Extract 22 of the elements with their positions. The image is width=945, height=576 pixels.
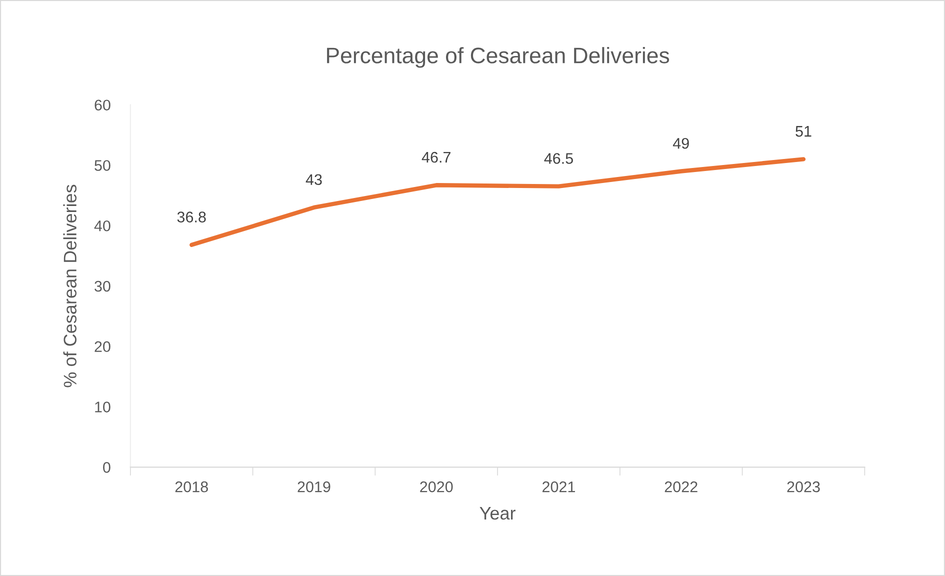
- data-label: 49: [672, 138, 689, 149]
- chart-title: Percentage of Cesarean Deliveries: [327, 47, 670, 68]
- y-tick-label: 20: [94, 341, 110, 352]
- y-tick-label: 10: [95, 402, 110, 412]
- y-tick-label: 50: [94, 160, 110, 171]
- data-label: 46.5: [544, 153, 573, 164]
- x-axis-title: Year: [480, 507, 516, 520]
- x-tick-label: 2019: [298, 481, 330, 492]
- x-tick-label: 2020: [420, 481, 453, 492]
- data-label: 51: [796, 126, 812, 137]
- y-tick-label: 0: [103, 462, 110, 473]
- y-tick-label: 60: [94, 100, 110, 111]
- data-label: 36.8: [177, 212, 206, 222]
- x-tick-label: 2018: [175, 481, 208, 492]
- data-label: 46.7: [422, 152, 450, 163]
- x-tick-label: 2021: [542, 481, 575, 492]
- data-label: 43: [306, 174, 322, 186]
- x-tick-label: 2022: [664, 481, 698, 492]
- y-tick-label: 30: [94, 280, 110, 292]
- y-tick-label: 40: [94, 220, 110, 232]
- y-axis-title: % of Cesarean Deliveries: [63, 184, 77, 388]
- x-tick-label: 2023: [787, 481, 820, 492]
